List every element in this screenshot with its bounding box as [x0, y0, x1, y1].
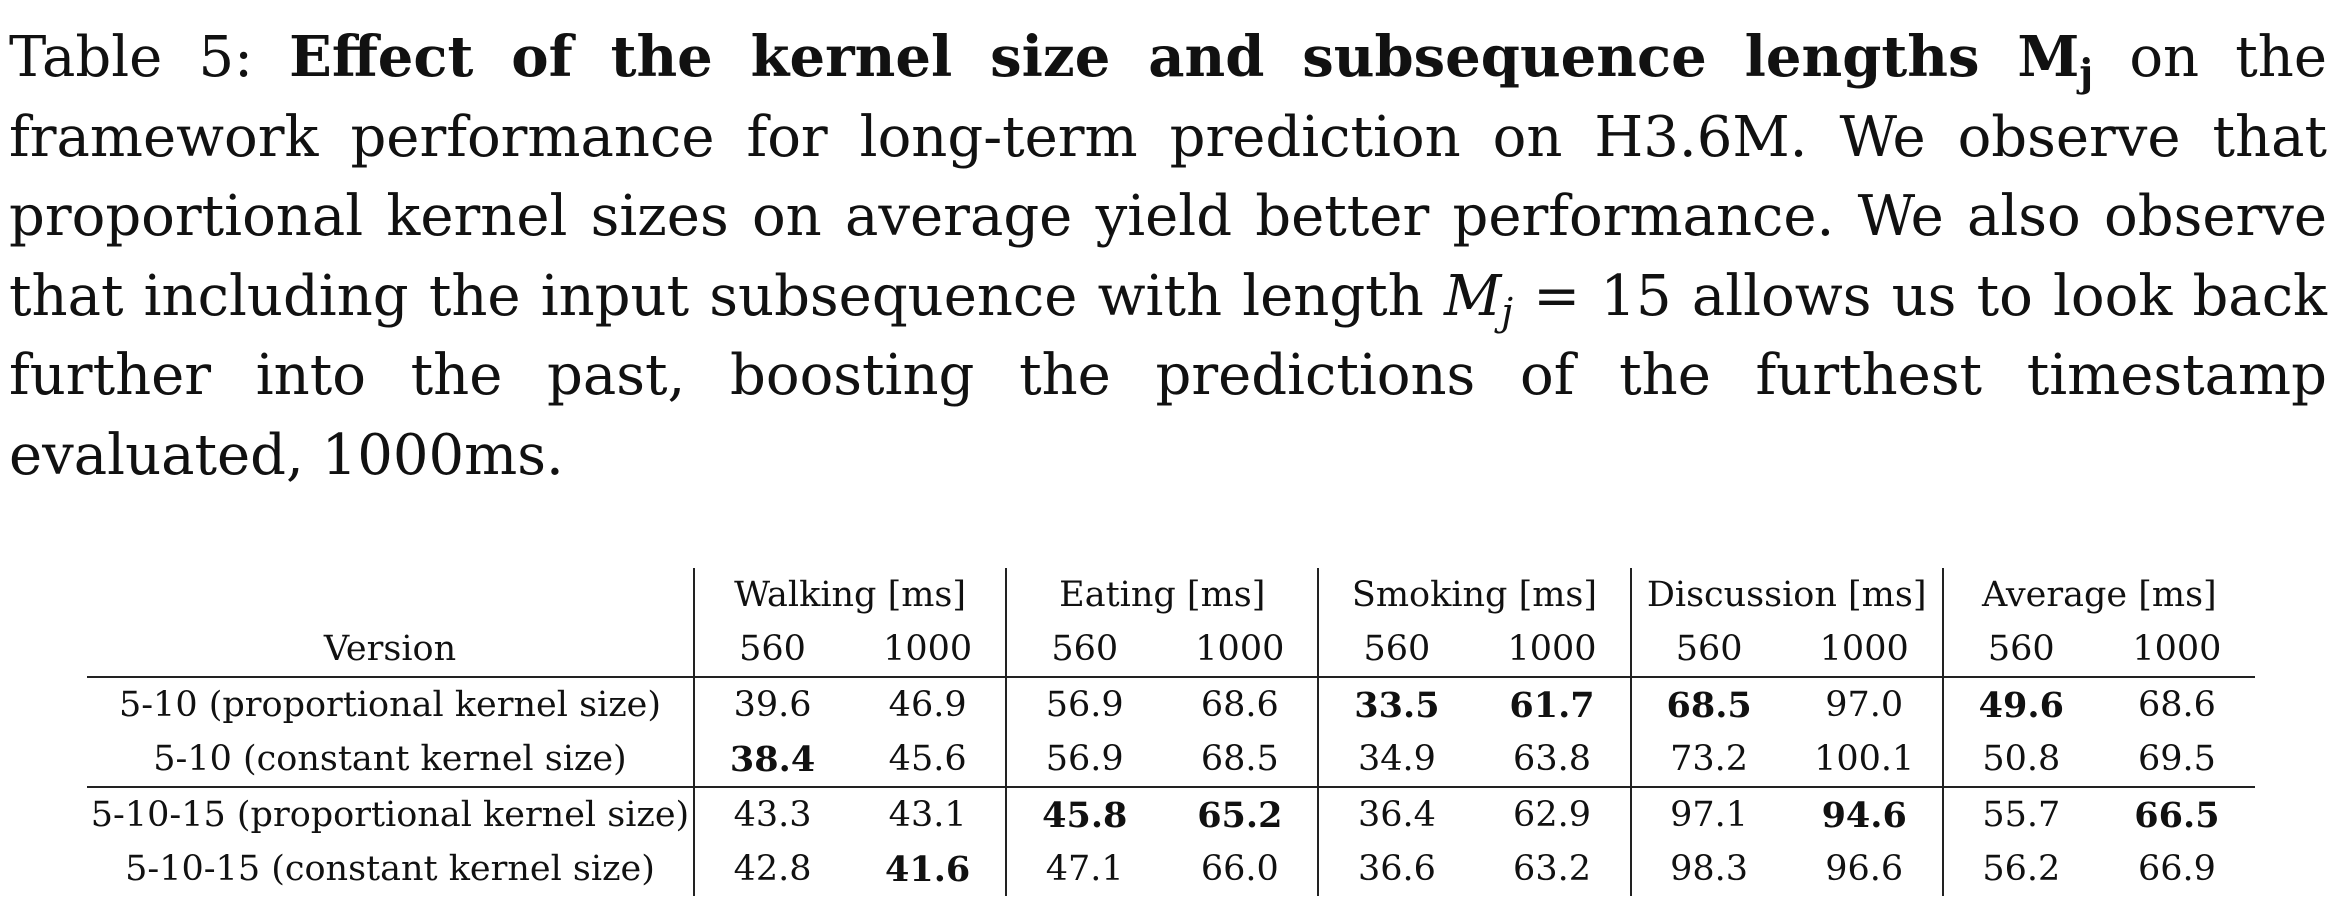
table-row: 5-10 (proportional kernel size) 39.6 46.9 5… — [87, 676, 2255, 732]
table-cell: 45.8 — [1005, 786, 1163, 842]
group-header-smoking: Smoking [ms] — [1317, 568, 1631, 622]
table-cell: 46.9 — [850, 676, 1007, 732]
table-cell: 65.2 — [1162, 786, 1319, 842]
table-row: 5-10 (constant kernel size) 38.4 45.6 56.9 6… — [87, 732, 2255, 787]
table-cell: 34.9 — [1317, 732, 1475, 787]
table-cell: 68.6 — [2098, 676, 2255, 732]
table-cell: 49.6 — [1941, 676, 2099, 732]
caption-title-math: M — [2017, 24, 2080, 90]
group-header-discussion: Discussion [ms] — [1629, 568, 1943, 622]
table-cell: 43.1 — [850, 786, 1007, 842]
subheader-1000: 1000 — [1195, 629, 1285, 669]
row-version: 5-10 (proportional kernel size) — [87, 676, 694, 732]
subheader-1000: 1000 — [1819, 629, 1909, 669]
caption-math-eq: = 15 — [1533, 263, 1672, 329]
table-cell: 96.6 — [1825, 849, 1904, 889]
table-cell: 36.6 — [1317, 842, 1475, 896]
row-version: 5-10-15 (proportional kernel size) — [87, 786, 694, 842]
version-header-blank — [87, 568, 694, 622]
group-header-walking: Walking [ms] — [692, 568, 1007, 622]
table-cell: 50.8 — [1941, 732, 2099, 787]
table-cell: 42.8 — [692, 842, 851, 896]
subheader-1000: 1000 — [2132, 629, 2222, 669]
subheader-560: 560 — [1317, 622, 1475, 677]
caption-label: Table 5: — [9, 25, 253, 90]
table-cell: 63.2 — [1513, 849, 1591, 889]
sub-header-row: Version 560 1000 560 1000 560 1000 560 1… — [87, 622, 2255, 677]
table-cell: 66.5 — [2098, 786, 2255, 842]
caption-text-1: on the framework performance for long-te… — [9, 25, 2327, 329]
subheader-560: 560 — [1941, 622, 2099, 677]
table-cell: 68.5 — [1629, 676, 1787, 732]
caption-math-subscript: j — [1501, 289, 1514, 334]
caption-text-2: allows us to look back further into the … — [9, 263, 2327, 488]
table-cell: 56.2 — [1941, 842, 2099, 896]
caption-title-text: Effect of the kernel size and subsequenc… — [289, 24, 1980, 90]
table-cell: 62.9 — [1474, 786, 1631, 842]
table-cell: 47.1 — [1005, 842, 1163, 896]
table-cell: 41.6 — [885, 848, 971, 890]
subheader-560: 560 — [1629, 622, 1787, 677]
group-header-average: Average [ms] — [1941, 568, 2255, 622]
table-row: 5-10-15 (proportional kernel size) 43.3 43… — [87, 786, 2255, 842]
table-cell: 55.7 — [1941, 786, 2099, 842]
table-caption: Table 5: Effect of the kernel size and s… — [9, 18, 2327, 495]
caption-title: Effect of the kernel size and subsequenc… — [289, 24, 2093, 92]
table-cell: 98.3 — [1629, 842, 1787, 896]
caption-math-var: Mj — [1443, 263, 1513, 331]
subheader-1000: 1000 — [1507, 629, 1597, 669]
subheader-560: 560 — [1005, 622, 1163, 677]
table-cell: 38.4 — [692, 732, 851, 787]
table-cell: 45.6 — [888, 739, 967, 779]
table-cell: 97.1 — [1629, 786, 1787, 842]
table-cell: 97.0 — [1786, 676, 1943, 732]
group-header-eating: Eating [ms] — [1005, 568, 1319, 622]
subheader-1000: 1000 — [883, 629, 973, 669]
table-cell: 43.3 — [692, 786, 851, 842]
table-row: 5-10-15 (constant kernel size) 42.8 41.6 47… — [87, 842, 2255, 896]
version-header: Version — [323, 629, 457, 669]
table-cell: 73.2 — [1629, 732, 1787, 787]
table-cell: 63.8 — [1513, 739, 1591, 779]
caption-math-symbol: M — [1443, 263, 1502, 329]
table-cell: 66.0 — [1200, 849, 1279, 889]
row-version: 5-10 (constant kernel size) — [153, 739, 627, 779]
table-cell: 33.5 — [1317, 676, 1475, 732]
row-version: 5-10-15 (constant kernel size) — [125, 849, 655, 889]
table-cell: 39.6 — [692, 676, 851, 732]
table-cell: 94.6 — [1786, 786, 1943, 842]
table-cell: 68.6 — [1162, 676, 1319, 732]
table-cell: 61.7 — [1474, 676, 1631, 732]
table-cell: 100.1 — [1814, 739, 1915, 779]
table-cell: 69.5 — [2137, 739, 2216, 779]
subheader-560: 560 — [692, 622, 851, 677]
table-cell: 68.5 — [1200, 739, 1279, 779]
results-table: Walking [ms] Eating [ms] Smoking [ms] Di… — [87, 568, 2255, 896]
table-cell: 66.9 — [2137, 849, 2216, 889]
table-cell: 36.4 — [1317, 786, 1475, 842]
table-body: 5-10 (proportional kernel size) 39.6 46.9 5… — [87, 676, 2255, 896]
group-header-row: Walking [ms] Eating [ms] Smoking [ms] Di… — [87, 568, 2255, 622]
table-cell: 56.9 — [1005, 676, 1163, 732]
table-cell: 56.9 — [1005, 732, 1163, 787]
caption-title-math-subscript: j — [2079, 50, 2094, 95]
